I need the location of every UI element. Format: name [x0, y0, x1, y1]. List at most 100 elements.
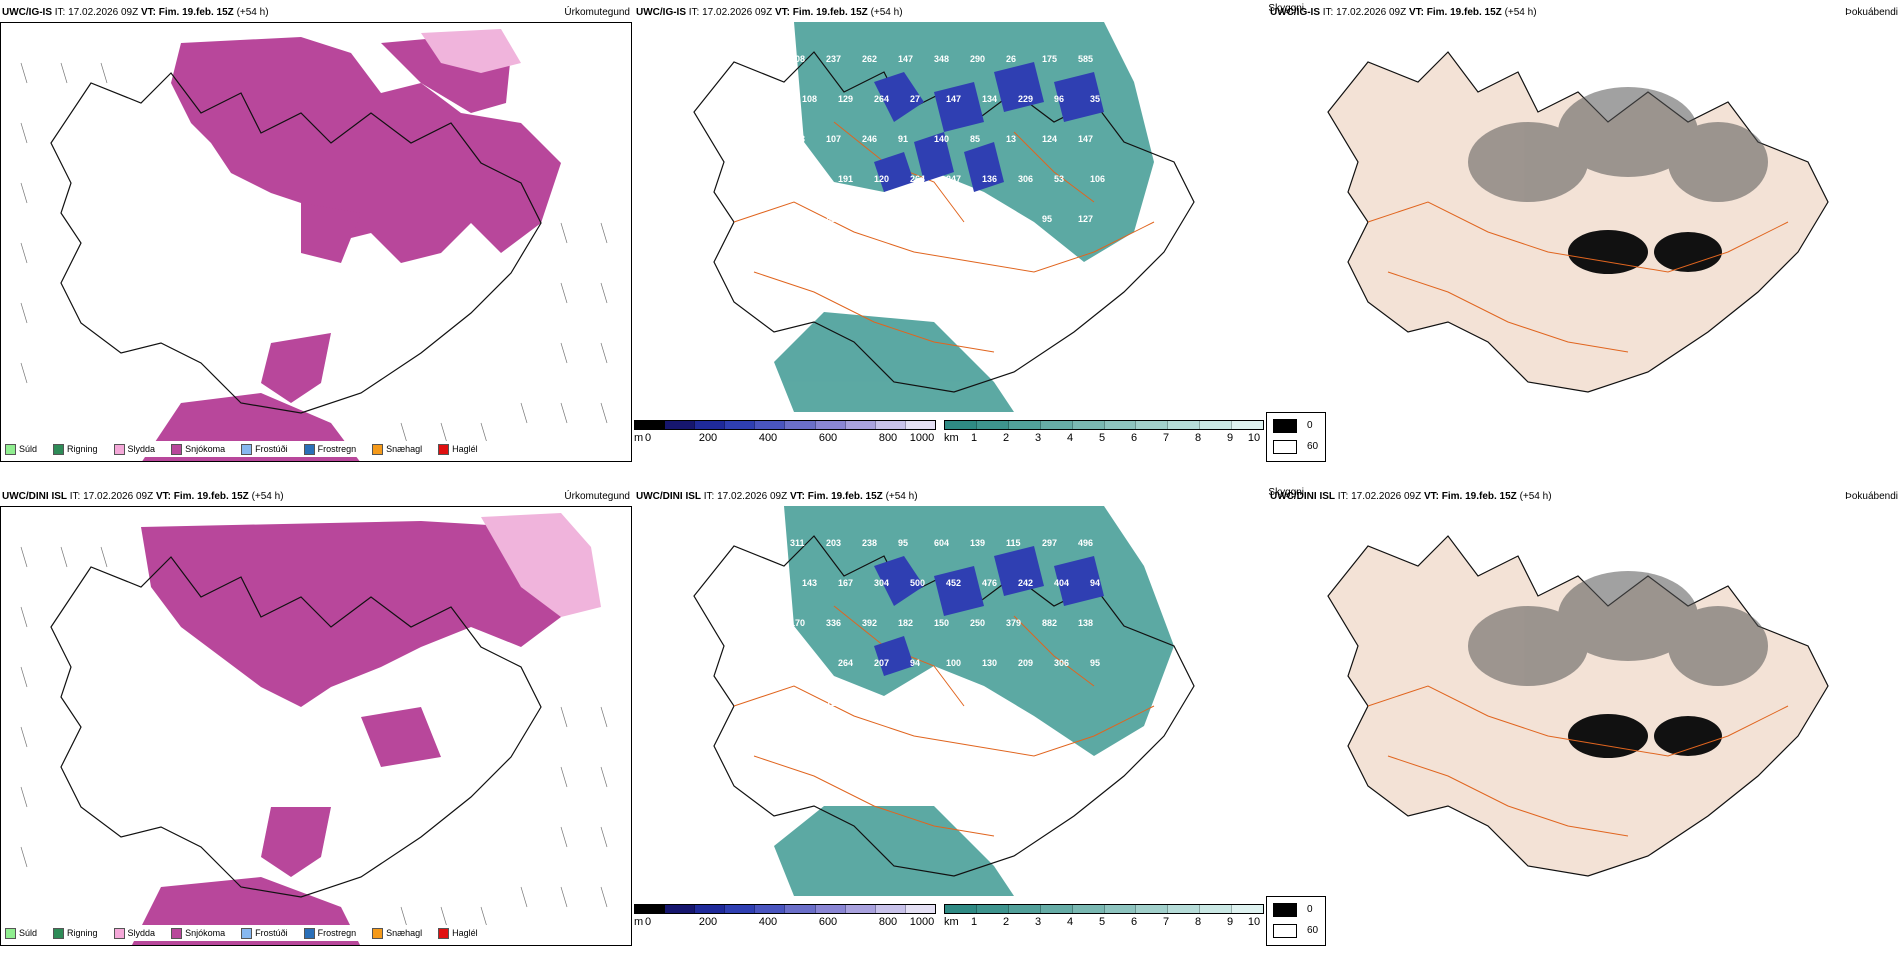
- snow-depth-label: 26: [1006, 54, 1016, 64]
- fog-panel: UWC/IG-IS IT: 17.02.2026 09Z VT: Fim. 19…: [1268, 0, 1900, 475]
- visibility-colorbar: [944, 904, 1264, 914]
- lead-time: (+54 h): [251, 491, 284, 502]
- snow-depth-label: 13: [1006, 134, 1016, 144]
- snow-depth-label: 117: [754, 214, 769, 224]
- vt-label: VT:: [1423, 491, 1439, 502]
- row-dini-isl: UWC/DINI ISL IT: 17.02.2026 09Z VT: Fim.…: [0, 484, 1900, 959]
- colorbars: m 0 200 400 600 800 1000 km 1 2 3 4: [634, 414, 1264, 462]
- fog-dense: [1568, 230, 1722, 274]
- precip-type-map: Súld Rigning Slydda Snjókoma Frostúði Fr…: [0, 506, 632, 946]
- it-label: IT:: [54, 7, 66, 18]
- roads: [1367, 685, 1789, 837]
- it-value: 17.02.2026 09Z: [1351, 491, 1422, 502]
- snow-depth-label: 229: [1018, 94, 1033, 104]
- legend-item-slydda: Slydda: [113, 443, 155, 455]
- snow-depth-label: 130: [982, 658, 997, 668]
- legend-item-frostregn: Frostregn: [303, 443, 356, 455]
- snow-depth-label: 182: [898, 618, 913, 628]
- snow-depth-label: 238: [862, 538, 877, 548]
- snow-depth-label: 827: [802, 658, 817, 668]
- visibility-map: 332 311 203 238 95 604 139 115 297 496 577 143 167 30…: [634, 506, 1266, 946]
- snow-depth-label: 94: [1090, 578, 1100, 588]
- snow-depth-label: 577: [766, 578, 781, 588]
- lead-time: (+54 h): [1519, 491, 1552, 502]
- lead-time: (+54 h): [885, 491, 918, 502]
- snow-depth-label: 218: [766, 658, 781, 668]
- wind-barbs: [20, 546, 608, 928]
- model-name: UWC/IG-IS: [636, 7, 686, 18]
- snow-depth-label: 404: [1054, 578, 1069, 588]
- snow-depth-label: 150: [934, 618, 949, 628]
- snow-depth-label: 290: [970, 54, 985, 64]
- fog-dense: [1568, 714, 1722, 758]
- snow-depth-label: 585: [1078, 54, 1093, 64]
- snow-depth-label: 336: [826, 618, 841, 628]
- snow-depth-label: 80: [766, 254, 776, 264]
- snow-depth-label: 167: [838, 578, 853, 588]
- visibility-map: 271 208 237 262 147 348 290 26 175 585 142 108 129 26…: [634, 22, 1266, 462]
- snow-depth-label: 297: [1042, 538, 1057, 548]
- snow-depth-label: 147: [1078, 134, 1093, 144]
- precip-type-panel: UWC/IG-IS IT: 17.02.2026 09Z VT: Fim. 19…: [0, 0, 632, 475]
- snow-depth-label: 147: [946, 94, 961, 104]
- fog-legend-label-60: 60: [1307, 925, 1319, 936]
- legend-item-hagel: Haglél: [438, 927, 478, 939]
- model-name: UWC/DINI ISL: [636, 491, 701, 502]
- fog-legend-swatch-60: [1273, 924, 1297, 938]
- vt-value: Fim. 19.feb. 15Z: [1426, 7, 1502, 18]
- panel-title: Þokuábendi: [1845, 491, 1898, 502]
- legend-item-snjokoma: Snjókoma: [171, 927, 225, 939]
- snow-depth-label: 93: [898, 214, 908, 224]
- snow-depth-colorbar: [634, 420, 936, 430]
- legend-item-sudl: Súld: [5, 443, 37, 455]
- snow-depth-label: 35: [1090, 94, 1100, 104]
- snow-depth-label: 96: [1054, 94, 1064, 104]
- coastline: [50, 72, 542, 414]
- legend-item-rigning: Rigning: [53, 443, 98, 455]
- fog-map-svg: [1327, 535, 1829, 877]
- snow-depth-label: 332: [754, 538, 769, 548]
- vt-value: Fim. 19.feb. 15Z: [158, 7, 234, 18]
- model-name: UWC/DINI ISL: [1270, 491, 1335, 502]
- legend-item-frostudi: Frostúði: [241, 927, 288, 939]
- precip-type-map: Súld Rigning Slydda Snjókoma Frostúði Fr…: [0, 22, 632, 462]
- snow-depth-label: 170: [790, 618, 805, 628]
- snow-depth-label: 143: [802, 578, 817, 588]
- snow-depth-cells: [874, 62, 1104, 192]
- fog-legend-swatch-0: [1273, 903, 1297, 917]
- visibility-panel: UWC/IG-IS IT: 17.02.2026 09Z VT: Fim. 19…: [634, 0, 1304, 475]
- legend-item-frostregn: Frostregn: [303, 927, 356, 939]
- snow-depth-label: 138: [1078, 618, 1093, 628]
- visibility-map-svg: 332 311 203 238 95 604 139 115 297 496 577 143 167 30…: [693, 506, 1195, 896]
- legend-item-snaehagl: Snæhagl: [372, 443, 422, 455]
- snow-depth-label: 311: [790, 538, 805, 548]
- snow-depth-label: 27: [910, 94, 920, 104]
- roads: [733, 605, 1155, 837]
- panel-header: UWC/DINI ISL IT: 17.02.2026 09Z VT: Fim.…: [1270, 490, 1898, 504]
- panel-title: Skyggni: [1268, 487, 1304, 498]
- snow-depth-label: 147: [898, 54, 913, 64]
- vis-bar-unit: km: [944, 432, 959, 444]
- precip-type-legend: Súld Rigning Slydda Snjókoma Frostúði Fr…: [5, 441, 488, 457]
- coastline: [693, 535, 1195, 877]
- snow-depth-label: 129: [838, 94, 853, 104]
- panel-header: UWC/IG-IS IT: 17.02.2026 09Z VT: Fim. 19…: [636, 3, 1304, 20]
- fog-legend-swatch-0: [1273, 419, 1297, 433]
- snow-depth-label: 494: [802, 254, 817, 264]
- panel-header: UWC/IG-IS IT: 17.02.2026 09Z VT: Fim. 19…: [1270, 6, 1898, 20]
- fog-map-svg: [1327, 51, 1829, 393]
- snow-depth-label: 175: [1042, 54, 1057, 64]
- vis-bar-unit: km: [944, 916, 959, 928]
- vt-label: VT:: [155, 491, 171, 502]
- snow-depth-label: 108: [802, 94, 817, 104]
- snow-depth-label: 140: [934, 134, 949, 144]
- fog-legend: 0 60: [1266, 412, 1326, 462]
- fog-panel: UWC/DINI ISL IT: 17.02.2026 09Z VT: Fim.…: [1268, 484, 1900, 959]
- vt-label: VT:: [774, 7, 790, 18]
- snow-bar-ticks: 0 200 400 600 800 1000: [644, 916, 935, 928]
- snow-depth-label: 142: [1006, 214, 1021, 224]
- coastline: [693, 51, 1195, 393]
- snow-depth-label: 214: [970, 214, 985, 224]
- snow-depth-label: 247: [946, 174, 961, 184]
- legend-item-sudl: Súld: [5, 927, 37, 939]
